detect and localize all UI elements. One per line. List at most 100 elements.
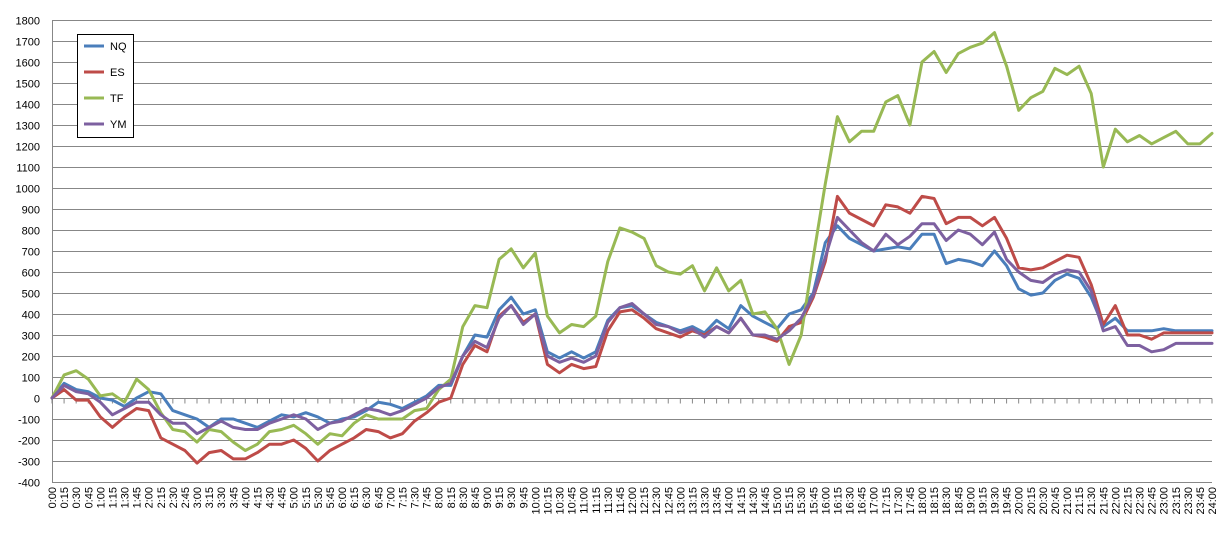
x-tick-label: 15:45 bbox=[808, 487, 820, 515]
x-tick-label: 9:15 bbox=[494, 487, 506, 508]
y-tick-label: 0 bbox=[34, 394, 40, 406]
y-tick-label: 700 bbox=[22, 247, 40, 259]
x-tick-label: 14:00 bbox=[724, 487, 736, 515]
x-tick-label: 6:15 bbox=[349, 487, 361, 508]
legend-label: NQ bbox=[110, 41, 127, 53]
x-tick-label: 20:45 bbox=[1050, 487, 1062, 515]
legend-label: YM bbox=[110, 119, 127, 131]
gridlines bbox=[52, 20, 1212, 483]
y-tick-label: 1300 bbox=[16, 121, 40, 133]
series-line-es bbox=[50, 194, 1214, 465]
x-tick-label: 4:15 bbox=[252, 487, 264, 508]
y-tick-label: 600 bbox=[22, 268, 40, 280]
x-tick-label: 1:00 bbox=[95, 487, 107, 508]
y-tick-label: -200 bbox=[18, 436, 40, 448]
x-tick-label: 7:45 bbox=[422, 487, 434, 508]
x-tick-label: 13:15 bbox=[687, 487, 699, 515]
y-tick-label: -100 bbox=[18, 415, 40, 427]
x-tick-label: 17:45 bbox=[905, 487, 917, 515]
x-tick-label: 18:45 bbox=[953, 487, 965, 515]
x-tick-label: 13:45 bbox=[712, 487, 724, 515]
y-tick-label: 500 bbox=[22, 289, 40, 301]
x-tick-label: 10:15 bbox=[542, 487, 554, 515]
x-tick-label: 22:45 bbox=[1147, 487, 1159, 515]
x-tick-label: 24:00 bbox=[1207, 487, 1219, 515]
y-tick-label: 1700 bbox=[16, 37, 40, 49]
x-tick-label: 21:15 bbox=[1074, 487, 1086, 515]
y-tick-label: 1600 bbox=[16, 58, 40, 70]
x-tick-label: 23:15 bbox=[1171, 487, 1183, 515]
x-tick-label: 10:30 bbox=[555, 487, 567, 515]
x-tick-label: 8:30 bbox=[458, 487, 470, 508]
x-tick-label: 14:15 bbox=[736, 487, 748, 515]
x-tick-label: 20:15 bbox=[1026, 487, 1038, 515]
series-line-ym bbox=[50, 215, 1214, 436]
x-tick-label: 21:30 bbox=[1086, 487, 1098, 515]
x-tick-label: 16:45 bbox=[857, 487, 869, 515]
y-tick-label: 100 bbox=[22, 373, 40, 385]
x-tick-label: 12:15 bbox=[639, 487, 651, 515]
legend-box bbox=[77, 34, 134, 138]
x-tick-label: 22:15 bbox=[1122, 487, 1134, 515]
x-tick-label: 5:30 bbox=[313, 487, 325, 508]
x-tick-label: 11:15 bbox=[591, 487, 603, 514]
x-tick-label: 22:00 bbox=[1110, 487, 1122, 515]
x-tick-label: 9:45 bbox=[518, 487, 530, 508]
x-tick-label: 6:30 bbox=[361, 487, 373, 508]
x-tick-label: 1:15 bbox=[107, 487, 119, 508]
x-tick-label: 18:00 bbox=[917, 487, 929, 515]
x-tick-label: 8:00 bbox=[434, 487, 446, 508]
x-tick-label: 10:45 bbox=[567, 487, 579, 515]
x-tick-label: 12:00 bbox=[627, 487, 639, 515]
x-tick-label: 15:30 bbox=[796, 487, 808, 515]
y-tick-label: 1200 bbox=[16, 142, 40, 154]
x-tick-label: 14:45 bbox=[760, 487, 772, 515]
x-tick-label: 20:30 bbox=[1038, 487, 1050, 515]
x-tick-label: 23:00 bbox=[1159, 487, 1171, 515]
x-tick-label: 3:45 bbox=[228, 487, 240, 508]
x-tick-label: 7:00 bbox=[385, 487, 397, 508]
x-tick-label: 23:30 bbox=[1183, 487, 1195, 515]
x-tick-label: 17:00 bbox=[869, 487, 881, 515]
y-tick-label: 800 bbox=[22, 226, 40, 238]
legend-label: ES bbox=[110, 67, 125, 79]
y-tick-label: 400 bbox=[22, 310, 40, 322]
y-tick-label: 1500 bbox=[16, 79, 40, 91]
x-tick-label: 0:30 bbox=[71, 487, 83, 508]
x-tick-label: 19:45 bbox=[1002, 487, 1014, 515]
x-tick-label: 23:45 bbox=[1195, 487, 1207, 515]
y-tick-label: 1800 bbox=[16, 16, 40, 28]
y-tick-label: 1400 bbox=[16, 100, 40, 112]
x-tick-label: 21:45 bbox=[1098, 487, 1110, 515]
x-tick-label: 11:00 bbox=[579, 487, 591, 514]
x-axis: 0:00 0:15 0:30 0:45 1:00 1:15 1:30 1:45 2:00 2:15… bbox=[47, 398, 1219, 515]
x-tick-label: 9:00 bbox=[482, 487, 494, 508]
x-tick-label: 2:00 bbox=[144, 487, 156, 508]
x-tick-label: 5:45 bbox=[325, 487, 337, 508]
x-tick-label: 16:15 bbox=[832, 487, 844, 515]
x-tick-label: 4:00 bbox=[240, 487, 252, 508]
x-tick-label: 15:00 bbox=[772, 487, 784, 515]
x-tick-label: 13:30 bbox=[700, 487, 712, 515]
legend-label: TF bbox=[110, 93, 124, 105]
x-tick-label: 18:30 bbox=[941, 487, 953, 515]
x-tick-label: 2:45 bbox=[180, 487, 192, 508]
x-tick-label: 5:00 bbox=[289, 487, 301, 508]
x-tick-label: 16:30 bbox=[845, 487, 857, 515]
x-tick-label: 11:45 bbox=[615, 487, 627, 514]
x-tick-label: 3:15 bbox=[204, 487, 216, 508]
x-tick-label: 8:15 bbox=[446, 487, 458, 508]
y-tick-label: 900 bbox=[22, 205, 40, 217]
x-tick-label: 13:00 bbox=[675, 487, 687, 515]
x-tick-label: 19:15 bbox=[977, 487, 989, 515]
x-tick-label: 4:30 bbox=[265, 487, 277, 508]
x-tick-label: 17:15 bbox=[881, 487, 893, 515]
x-tick-label: 18:15 bbox=[929, 487, 941, 515]
x-tick-label: 5:15 bbox=[301, 487, 313, 508]
series-lines bbox=[50, 31, 1214, 465]
x-tick-label: 19:30 bbox=[990, 487, 1002, 515]
x-tick-label: 2:15 bbox=[156, 487, 168, 508]
x-tick-label: 0:15 bbox=[59, 487, 71, 508]
y-tick-label: -400 bbox=[18, 478, 40, 490]
